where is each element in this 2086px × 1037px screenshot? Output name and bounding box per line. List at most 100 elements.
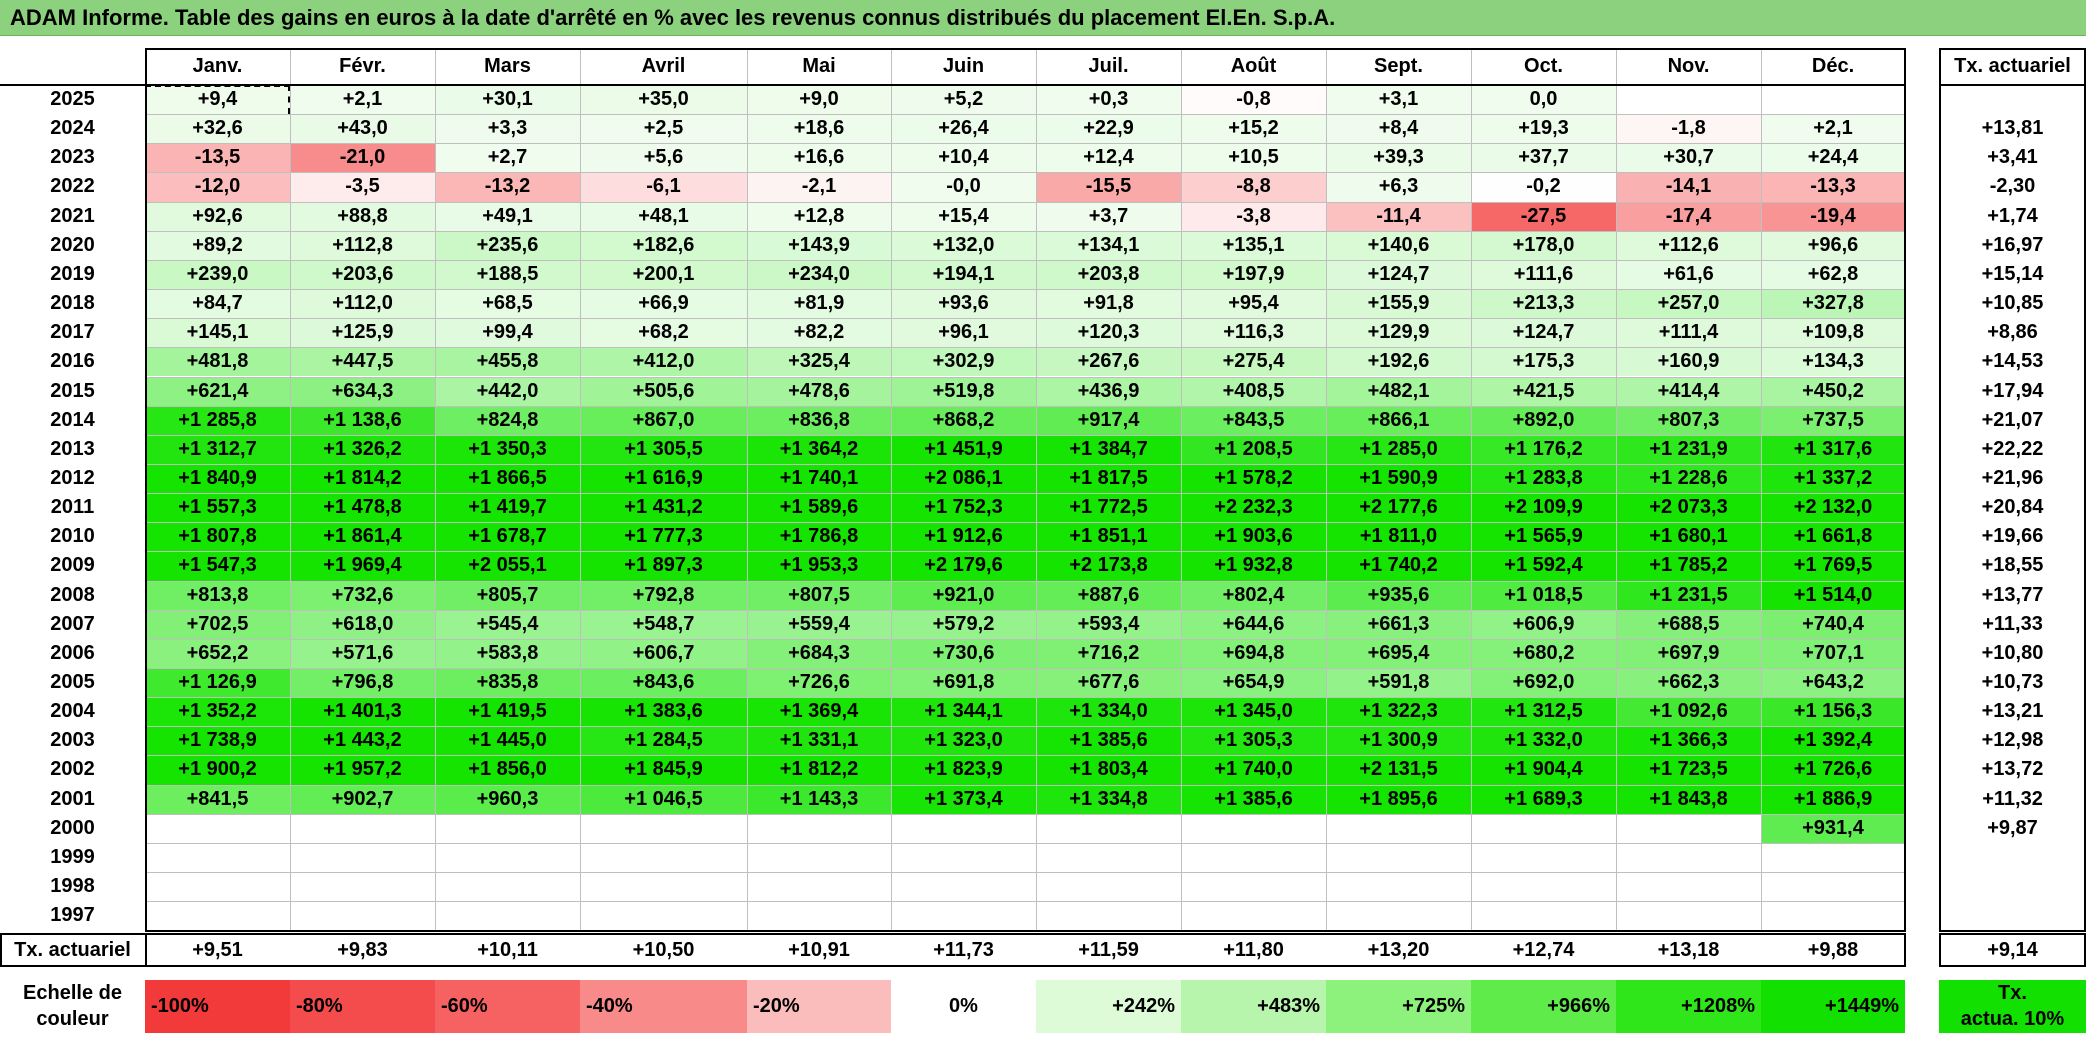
table-cell: +634,3 xyxy=(290,376,435,406)
table-cell: +1 786,8 xyxy=(747,522,891,552)
month-header: Févr. xyxy=(339,55,386,77)
table-cell: +66,9 xyxy=(580,289,747,319)
table-cell: +82,2 xyxy=(747,318,891,348)
table-cell: -2,1 xyxy=(747,172,891,202)
legend-swatch: +1449% xyxy=(1761,980,1905,1033)
year-label: 2024 xyxy=(50,117,95,140)
year-label: 2020 xyxy=(50,233,95,256)
table-cell: +1 156,3 xyxy=(1761,697,1905,727)
year-label: 2016 xyxy=(50,350,95,373)
table-cell: -12,0 xyxy=(145,172,290,202)
table-cell: +1 143,3 xyxy=(747,784,891,814)
table-cell: +116,3 xyxy=(1181,318,1326,348)
year-label: 2021 xyxy=(50,204,95,227)
table-cell: +129,9 xyxy=(1326,318,1471,348)
legend-swatch: -20% xyxy=(747,980,891,1033)
year-label: 2011 xyxy=(50,496,95,519)
table-cell: +692,0 xyxy=(1471,668,1616,698)
table-cell: +2 086,1 xyxy=(891,463,1036,494)
table-cell xyxy=(435,872,580,902)
table-cell: +1 514,0 xyxy=(1761,580,1905,610)
footer-border xyxy=(0,933,1906,967)
footer-value: +13,20 xyxy=(1367,939,1430,961)
year-label: 2012 xyxy=(50,466,95,489)
table-cell xyxy=(1326,901,1471,931)
table-cell: +1 840,9 xyxy=(145,463,290,494)
footer-value: +12,74 xyxy=(1512,939,1575,961)
table-cell: -15,5 xyxy=(1036,172,1181,202)
table-cell: +1 969,4 xyxy=(290,551,435,581)
table-cell: +178,0 xyxy=(1471,230,1616,260)
table-cell: +112,6 xyxy=(1616,230,1761,260)
table-cell: +81,9 xyxy=(747,289,891,319)
table-cell: +1 903,6 xyxy=(1181,522,1326,552)
table-cell: +1 322,3 xyxy=(1326,697,1471,727)
table-cell: +866,1 xyxy=(1326,405,1471,435)
col-gridline xyxy=(1761,48,1762,931)
table-cell: +414,4 xyxy=(1616,376,1761,406)
table-cell: +921,0 xyxy=(891,580,1036,610)
table-cell: +2 132,0 xyxy=(1761,493,1905,523)
legend-swatch: +725% xyxy=(1326,980,1471,1033)
table-cell xyxy=(435,901,580,931)
header-underline-rate xyxy=(1939,84,2086,86)
table-cell: +1 384,7 xyxy=(1036,434,1181,464)
table-cell xyxy=(891,813,1036,843)
table-cell: +197,9 xyxy=(1181,259,1326,290)
table-cell: +112,8 xyxy=(290,230,435,260)
table-cell: +62,8 xyxy=(1761,259,1905,290)
table-cell: +1 689,3 xyxy=(1471,784,1616,814)
table-cell: -3,8 xyxy=(1181,201,1326,231)
table-cell xyxy=(747,901,891,931)
table-cell xyxy=(1181,901,1326,931)
table-cell: +1 369,4 xyxy=(747,697,891,727)
row-gridline xyxy=(145,289,1905,290)
row-rate: +13,81 xyxy=(1981,117,2044,140)
table-cell xyxy=(1761,872,1905,902)
table-cell: +1 592,4 xyxy=(1471,551,1616,581)
year-label: 2002 xyxy=(50,758,95,781)
header-underline xyxy=(0,84,1906,86)
legend-swatch: +966% xyxy=(1471,980,1616,1033)
month-header: Janv. xyxy=(192,55,243,77)
table-cell: +1 845,9 xyxy=(580,755,747,785)
table-cell: +1 900,2 xyxy=(145,755,290,785)
table-cell: +1 814,2 xyxy=(290,463,435,494)
table-cell: +19,3 xyxy=(1471,114,1616,144)
table-cell: +1 334,0 xyxy=(1036,697,1181,727)
row-rate: +12,98 xyxy=(1981,729,2044,752)
table-cell xyxy=(1761,901,1905,931)
table-cell: 0,0 xyxy=(1471,85,1616,115)
table-cell: +1 678,7 xyxy=(435,522,580,552)
row-gridline xyxy=(145,260,1905,261)
table-cell: +2 109,9 xyxy=(1471,493,1616,523)
table-cell: +548,7 xyxy=(580,609,747,639)
table-cell: +813,8 xyxy=(145,580,290,610)
row-gridline xyxy=(145,435,1905,436)
table-cell: +1 738,9 xyxy=(145,726,290,756)
col-gridline xyxy=(1616,48,1617,931)
table-cell: +10,5 xyxy=(1181,143,1326,173)
year-label: 2015 xyxy=(50,379,95,402)
table-cell: +1 352,2 xyxy=(145,697,290,727)
table-cell: -19,4 xyxy=(1761,201,1905,231)
table-cell: +652,2 xyxy=(145,638,290,668)
table-cell: +1 092,6 xyxy=(1616,697,1761,727)
table-cell: +235,6 xyxy=(435,230,580,260)
table-cell xyxy=(1616,842,1761,873)
table-cell: +1 419,5 xyxy=(435,697,580,727)
table-cell: +1 331,1 xyxy=(747,726,891,756)
table-cell: +1 769,5 xyxy=(1761,551,1905,581)
col-gridline xyxy=(1036,48,1037,931)
table-cell: +792,8 xyxy=(580,580,747,610)
table-cell: +695,4 xyxy=(1326,638,1471,668)
table-cell: +188,5 xyxy=(435,259,580,290)
table-cell xyxy=(747,813,891,843)
table-cell: +15,2 xyxy=(1181,114,1326,144)
table-cell: +92,6 xyxy=(145,201,290,231)
year-label: 2019 xyxy=(50,262,95,285)
table-cell xyxy=(1036,901,1181,931)
table-cell: +1 785,2 xyxy=(1616,551,1761,581)
legend-swatch: 0% xyxy=(891,980,1036,1033)
month-header: Mars xyxy=(484,55,531,77)
